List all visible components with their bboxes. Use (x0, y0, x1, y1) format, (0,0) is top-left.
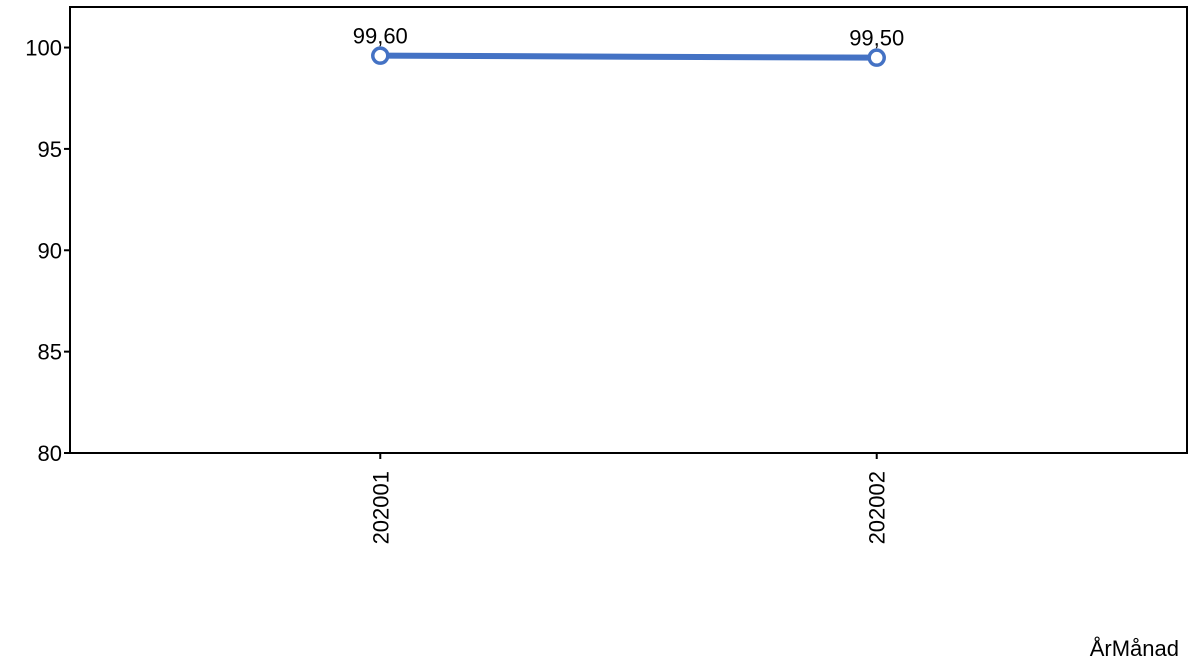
x-tick-label: 202001 (368, 471, 393, 544)
data-point (371, 46, 390, 65)
data-point (867, 48, 886, 67)
y-tick-label: 85 (38, 340, 62, 365)
y-tick-label: 100 (25, 36, 62, 61)
x-axis-ticks: 202001 202002 (368, 453, 890, 544)
y-axis-ticks: 80 85 90 95 100 (25, 36, 70, 466)
data-label: 99,50 (849, 26, 904, 51)
y-tick-label: 80 (38, 441, 62, 466)
y-tick-label: 95 (38, 137, 62, 162)
y-tick-label: 90 (38, 238, 62, 263)
plot-area-frame (69, 6, 1188, 454)
data-label: 99,60 (353, 24, 408, 49)
x-axis-title: ÅrMånad (1090, 636, 1179, 661)
x-tick-label: 202002 (865, 471, 890, 544)
series-line (377, 52, 880, 61)
series-layer: 99,60 99,50 (353, 24, 904, 67)
